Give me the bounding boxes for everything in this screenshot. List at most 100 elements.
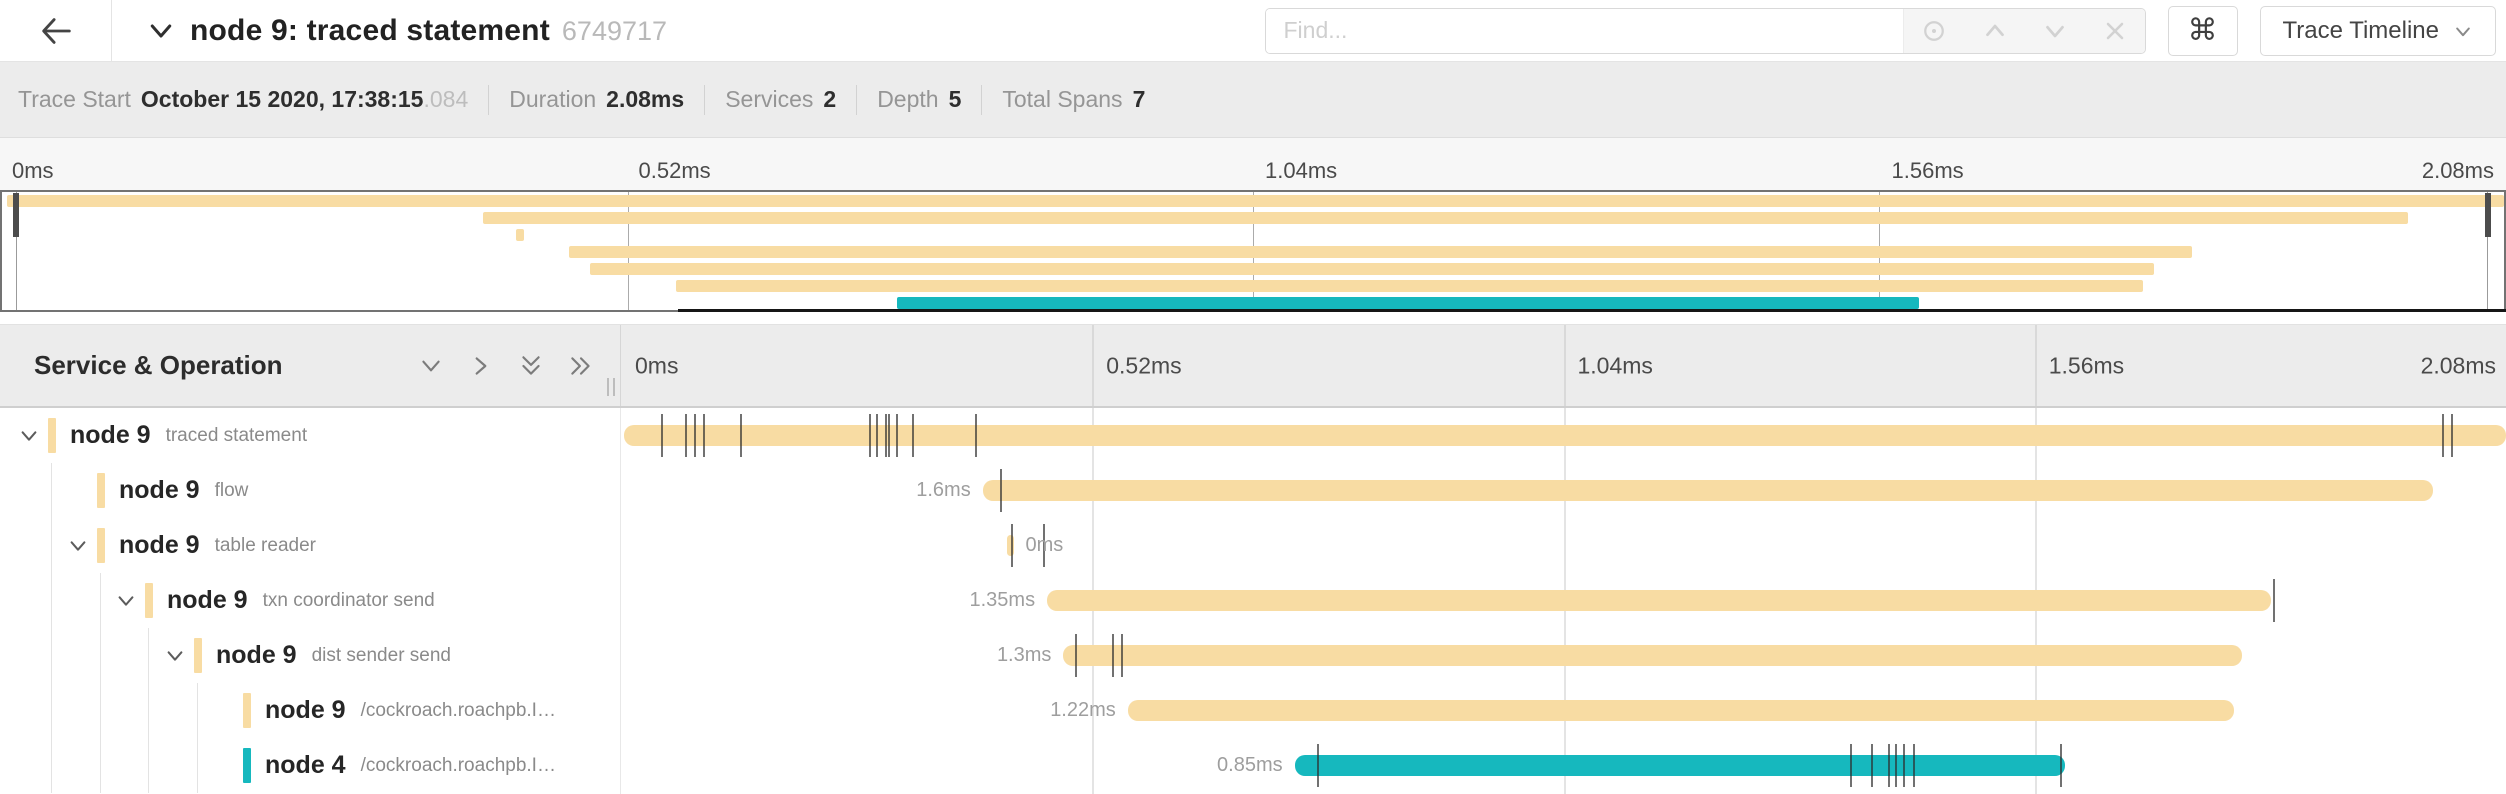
span-row: node 9 traced statement <box>0 408 2506 463</box>
tree-indent-guide <box>100 573 101 628</box>
timeline-ticks-header: 0ms 0.52ms 1.04ms 1.56ms 2.08ms <box>620 325 2506 406</box>
expand-all-double-chevron-right-icon[interactable] <box>568 353 594 379</box>
find-next-chevron-down-icon[interactable] <box>2040 16 2070 46</box>
span-duration-label: 1.3ms <box>996 644 1052 666</box>
span-row-name-cell[interactable]: node 9/cockroach.roachpb.I… <box>0 683 620 738</box>
span-row-name-cell[interactable]: node 4/cockroach.roachpb.I… <box>0 738 620 793</box>
view-dropdown-button[interactable]: Trace Timeline <box>2259 5 2496 56</box>
summary-value: 7 <box>1132 86 1146 112</box>
time-tick-line <box>2034 325 2037 406</box>
trace-summary-bar: Trace Start October 15 2020, 17:38:15.084… <box>0 62 2506 138</box>
span-log-tick <box>1120 634 1123 677</box>
span-duration-label: 1.22ms <box>1050 699 1116 721</box>
span-duration-bar[interactable] <box>623 425 2506 446</box>
summary-divider <box>488 84 490 115</box>
title-collapse-chevron-down-icon[interactable] <box>146 16 176 46</box>
span-duration-bar[interactable] <box>1047 590 2272 611</box>
trace-id: 6749717 <box>561 15 668 46</box>
span-row-timeline-cell[interactable] <box>620 408 2506 463</box>
span-row-timeline-cell[interactable]: 1.6ms <box>620 463 2506 518</box>
find-group <box>1264 7 2146 54</box>
tree-indent-guide <box>197 683 198 738</box>
service-name: node 9 <box>70 421 151 449</box>
span-row-name-cell[interactable]: node 9 traced statement <box>0 408 620 463</box>
minimap-span-bar <box>896 297 1920 309</box>
tree-expander-chevron-down-icon[interactable] <box>18 425 40 447</box>
summary-value-suffix: .084 <box>423 86 469 112</box>
tree-expander-chevron-down-icon[interactable] <box>115 590 137 612</box>
collapse-all-double-chevron-down-icon[interactable] <box>518 353 544 379</box>
service-color-bar <box>194 638 202 673</box>
find-input[interactable] <box>1265 8 1903 53</box>
operation-name: dist sender send <box>311 644 451 666</box>
span-duration-bar[interactable] <box>1063 645 2243 666</box>
tree-indent-guide <box>51 463 52 518</box>
tree-indent-guide <box>51 573 52 628</box>
find-prev-chevron-up-icon[interactable] <box>1980 16 2010 46</box>
keyboard-shortcuts-button[interactable]: ⌘ <box>2167 5 2238 56</box>
span-log-tick <box>1912 744 1915 787</box>
span-row-name-cell[interactable]: node 9 flow <box>0 463 620 518</box>
operation-name: /cockroach.roachpb.I… <box>360 699 556 721</box>
service-name: node 9 <box>167 586 248 614</box>
minimap-time-labels: 0ms 0.52ms 1.04ms 1.56ms 2.08ms <box>0 138 2506 190</box>
span-row: node 9 flow 1.6ms <box>0 463 2506 518</box>
tree-indent-guide <box>100 628 101 683</box>
minimap-span-bar <box>590 263 2154 275</box>
time-tick-line <box>1092 325 1095 406</box>
summary-item: Depth 5 <box>877 86 961 113</box>
service-color-bar <box>48 418 56 453</box>
minimap-bottom-indicator <box>677 309 2506 312</box>
span-log-tick <box>895 414 898 457</box>
service-name: node 9 <box>216 641 297 669</box>
span-log-tick <box>1075 634 1078 677</box>
minimap-scrubber-right-handle[interactable] <box>2485 193 2491 237</box>
tree-expander-chevron-down-icon[interactable] <box>67 535 89 557</box>
service-color-bar <box>243 693 251 728</box>
column-resizer-grip[interactable] <box>602 374 620 400</box>
span-duration-bar[interactable] <box>1127 700 2234 721</box>
span-log-tick <box>1894 744 1897 787</box>
time-tick-label: 2.08ms <box>2420 352 2496 378</box>
span-row-timeline-cell[interactable]: 0ms <box>620 518 2506 573</box>
time-tick-label: 1.56ms <box>1891 158 1964 183</box>
collapse-all-chevron-down-icon[interactable] <box>418 353 444 379</box>
minimap-scrubber-left-handle[interactable] <box>13 193 19 237</box>
span-log-tick <box>2059 744 2062 787</box>
span-row-name-cell[interactable]: node 9 table reader <box>0 518 620 573</box>
locate-icon[interactable] <box>1919 16 1949 46</box>
span-log-tick <box>685 414 688 457</box>
expand-one-chevron-right-icon[interactable] <box>468 353 494 379</box>
summary-label: Services <box>725 86 814 112</box>
span-row-timeline-cell[interactable]: 0.85ms <box>620 738 2506 793</box>
find-clear-close-icon[interactable] <box>2101 17 2129 45</box>
span-row: node 9/cockroach.roachpb.I… 1.22ms <box>0 683 2506 738</box>
back-button[interactable] <box>0 0 112 61</box>
tree-indent-guide <box>100 738 101 793</box>
span-row: node 9 table reader 0ms <box>0 518 2506 573</box>
span-duration-bar[interactable] <box>1007 535 1014 556</box>
span-log-tick <box>999 469 1002 512</box>
span-row-name-cell[interactable]: node 9 txn coordinator send <box>0 573 620 628</box>
top-header: node 9: traced statement 6749717 <box>0 0 2506 62</box>
summary-value: October 15 2020, 17:38:15 <box>140 86 424 112</box>
span-duration-bar[interactable] <box>982 480 2434 501</box>
span-row: node 9 txn coordinator send 1.35ms <box>0 573 2506 628</box>
span-row-timeline-cell[interactable]: 1.22ms <box>620 683 2506 738</box>
span-row-timeline-cell[interactable]: 1.35ms <box>620 573 2506 628</box>
span-duration-bar[interactable] <box>1294 755 2066 776</box>
service-name: node 9 <box>265 696 346 724</box>
tree-expander-chevron-down-icon[interactable] <box>164 645 186 667</box>
span-log-tick <box>884 414 887 457</box>
minimap-span-bar <box>483 212 2408 224</box>
time-tick-label: 1.04ms <box>1577 352 1653 378</box>
span-row: node 9 dist sender send 1.3ms <box>0 628 2506 683</box>
service-color-bar <box>97 473 105 508</box>
span-log-tick <box>869 414 872 457</box>
span-row-name-cell[interactable]: node 9 dist sender send <box>0 628 620 683</box>
operation-name: txn coordinator send <box>262 589 435 611</box>
span-row-timeline-cell[interactable]: 1.3ms <box>620 628 2506 683</box>
span-log-tick <box>1887 744 1890 787</box>
minimap-canvas[interactable] <box>0 190 2506 312</box>
span-log-tick <box>1112 634 1115 677</box>
